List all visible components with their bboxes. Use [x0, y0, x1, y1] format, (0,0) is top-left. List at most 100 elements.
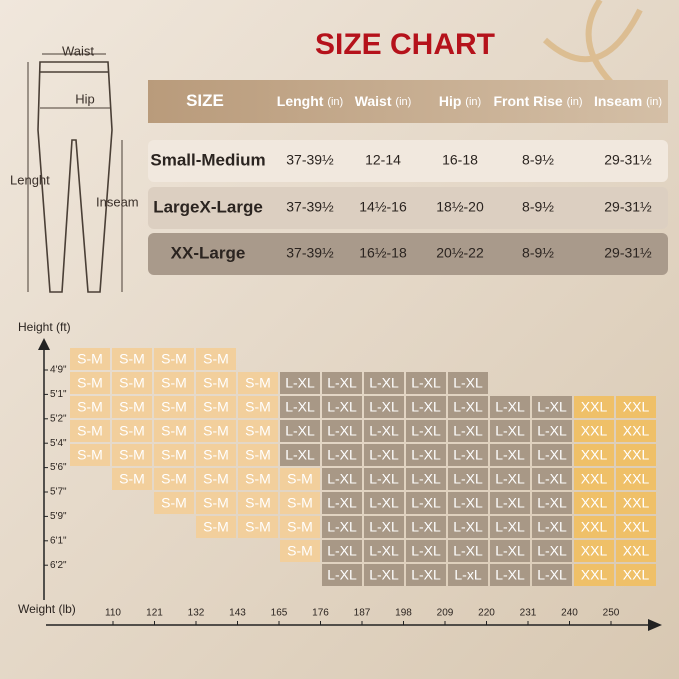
header-label: Hip [439, 93, 462, 109]
size-cell [574, 420, 614, 442]
size-cell [490, 564, 530, 586]
size-cell [616, 564, 656, 586]
size-cell [448, 420, 488, 442]
size-cell-label: L-XL [537, 471, 567, 487]
size-cell-label: L-XL [369, 423, 399, 439]
size-cell-label: L-XL [495, 399, 525, 415]
header-unit: (in) [567, 96, 583, 108]
size-cell-label: L-XL [495, 447, 525, 463]
size-cell-label: S-M [77, 375, 103, 391]
size-cell [154, 420, 194, 442]
size-cell-label: L-XL [537, 519, 567, 535]
height-label: 5'2" [50, 413, 67, 424]
size-cell [406, 468, 446, 490]
height-label: 5'4" [50, 438, 67, 449]
size-cell-label: L-XL [537, 567, 567, 583]
size-cell-label: XXL [623, 495, 650, 511]
size-cell [532, 396, 572, 418]
size-cell [70, 396, 110, 418]
size-cell [322, 492, 362, 514]
size-cell-label: S-M [161, 351, 187, 367]
table-header: Lenght (in) [277, 93, 343, 109]
size-cell [238, 396, 278, 418]
size-cell [490, 420, 530, 442]
x-axis-arrow [648, 619, 662, 631]
size-cell [196, 492, 236, 514]
size-cell-label: L-XL [369, 567, 399, 583]
size-cell-label: S-M [245, 471, 271, 487]
header-unit: (in) [465, 96, 481, 108]
size-cell [406, 420, 446, 442]
size-cell [322, 468, 362, 490]
size-cell [364, 396, 404, 418]
size-cell [196, 420, 236, 442]
size-cell-label: S-M [245, 519, 271, 535]
size-cell [196, 372, 236, 394]
size-cell [154, 372, 194, 394]
size-cell [280, 516, 320, 538]
size-cell-label: S-M [161, 423, 187, 439]
size-cell-label: L-XL [327, 495, 357, 511]
size-cell-label: L-XL [327, 423, 357, 439]
weight-label: 240 [561, 608, 578, 619]
size-cell-label: XXL [623, 447, 650, 463]
size-cell [322, 564, 362, 586]
size-cell-label: XXL [581, 399, 608, 415]
size-cell-label: XXL [623, 543, 650, 559]
size-cell [406, 396, 446, 418]
weight-label: 187 [354, 608, 371, 619]
size-cell-label: S-M [245, 423, 271, 439]
size-cell [448, 444, 488, 466]
size-cell-label: XXL [623, 423, 650, 439]
size-cell-label: S-M [203, 351, 229, 367]
size-cell [448, 396, 488, 418]
size-cell-label: L-XL [411, 471, 441, 487]
table-cell: 18½-20 [436, 199, 484, 215]
size-cell-label: XXL [581, 519, 608, 535]
size-cell [154, 468, 194, 490]
size-cell [70, 420, 110, 442]
size-cell-label: XXL [623, 567, 650, 583]
weight-label: 143 [229, 608, 246, 619]
size-cell-label: XXL [581, 567, 608, 583]
size-cell-label: L-xL [454, 567, 481, 583]
y-axis-label: Height (ft) [18, 320, 71, 334]
table-row-bg [148, 187, 668, 229]
size-cell [196, 396, 236, 418]
size-cell-label: L-XL [369, 375, 399, 391]
height-label: 6'1" [50, 535, 67, 546]
size-cell-label: L-XL [327, 543, 357, 559]
size-cell [448, 492, 488, 514]
height-label: 5'7" [50, 487, 67, 498]
size-cell [322, 420, 362, 442]
size-cell [112, 468, 152, 490]
size-cell-label: S-M [161, 471, 187, 487]
size-cell-label: S-M [203, 519, 229, 535]
size-cell [322, 372, 362, 394]
height-label: 5'6" [50, 462, 67, 473]
size-cell-label: S-M [287, 471, 313, 487]
size-cell [616, 516, 656, 538]
size-cell [238, 444, 278, 466]
size-cell-label: L-XL [453, 471, 483, 487]
size-cell-label: S-M [119, 375, 145, 391]
weight-label: 231 [520, 608, 537, 619]
size-cell-label: L-XL [495, 543, 525, 559]
header-label: Front Rise [493, 93, 562, 109]
size-cell-label: XXL [581, 471, 608, 487]
size-cell [448, 516, 488, 538]
size-cell-label: L-XL [369, 447, 399, 463]
size-cell-label: L-XL [411, 423, 441, 439]
size-cell-label: S-M [161, 495, 187, 511]
size-cell [112, 372, 152, 394]
table-cell: 29-31½ [604, 199, 652, 215]
size-cell [406, 372, 446, 394]
size-cell [490, 492, 530, 514]
table-header: Waist (in) [355, 93, 412, 109]
size-cell-label: S-M [203, 471, 229, 487]
size-cell [490, 396, 530, 418]
size-cell [280, 396, 320, 418]
